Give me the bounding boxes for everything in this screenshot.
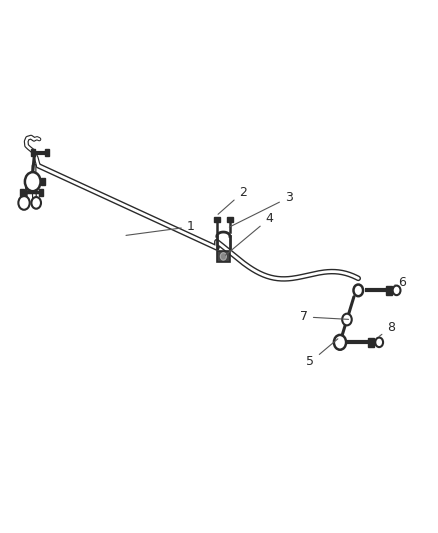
Circle shape xyxy=(353,285,363,296)
Text: 1: 1 xyxy=(126,220,194,236)
Circle shape xyxy=(25,172,41,191)
Bar xyxy=(41,179,45,185)
Bar xyxy=(386,286,392,295)
Text: 2: 2 xyxy=(218,186,247,214)
Circle shape xyxy=(375,337,383,347)
Circle shape xyxy=(220,253,226,260)
Circle shape xyxy=(342,314,352,325)
Circle shape xyxy=(32,197,41,209)
Text: 5: 5 xyxy=(307,339,338,368)
Text: 4: 4 xyxy=(226,212,273,255)
Text: 3: 3 xyxy=(230,191,293,227)
Bar xyxy=(45,149,49,156)
Circle shape xyxy=(392,286,400,295)
Bar xyxy=(214,217,220,222)
Bar xyxy=(39,189,43,196)
Circle shape xyxy=(18,196,30,210)
Text: 8: 8 xyxy=(379,321,395,336)
Text: 7: 7 xyxy=(300,310,349,324)
Circle shape xyxy=(334,335,346,350)
Text: 6: 6 xyxy=(395,276,406,289)
Bar xyxy=(227,217,233,222)
Bar xyxy=(368,337,374,347)
Bar xyxy=(20,189,25,196)
Bar xyxy=(31,149,35,156)
Bar xyxy=(217,251,230,262)
